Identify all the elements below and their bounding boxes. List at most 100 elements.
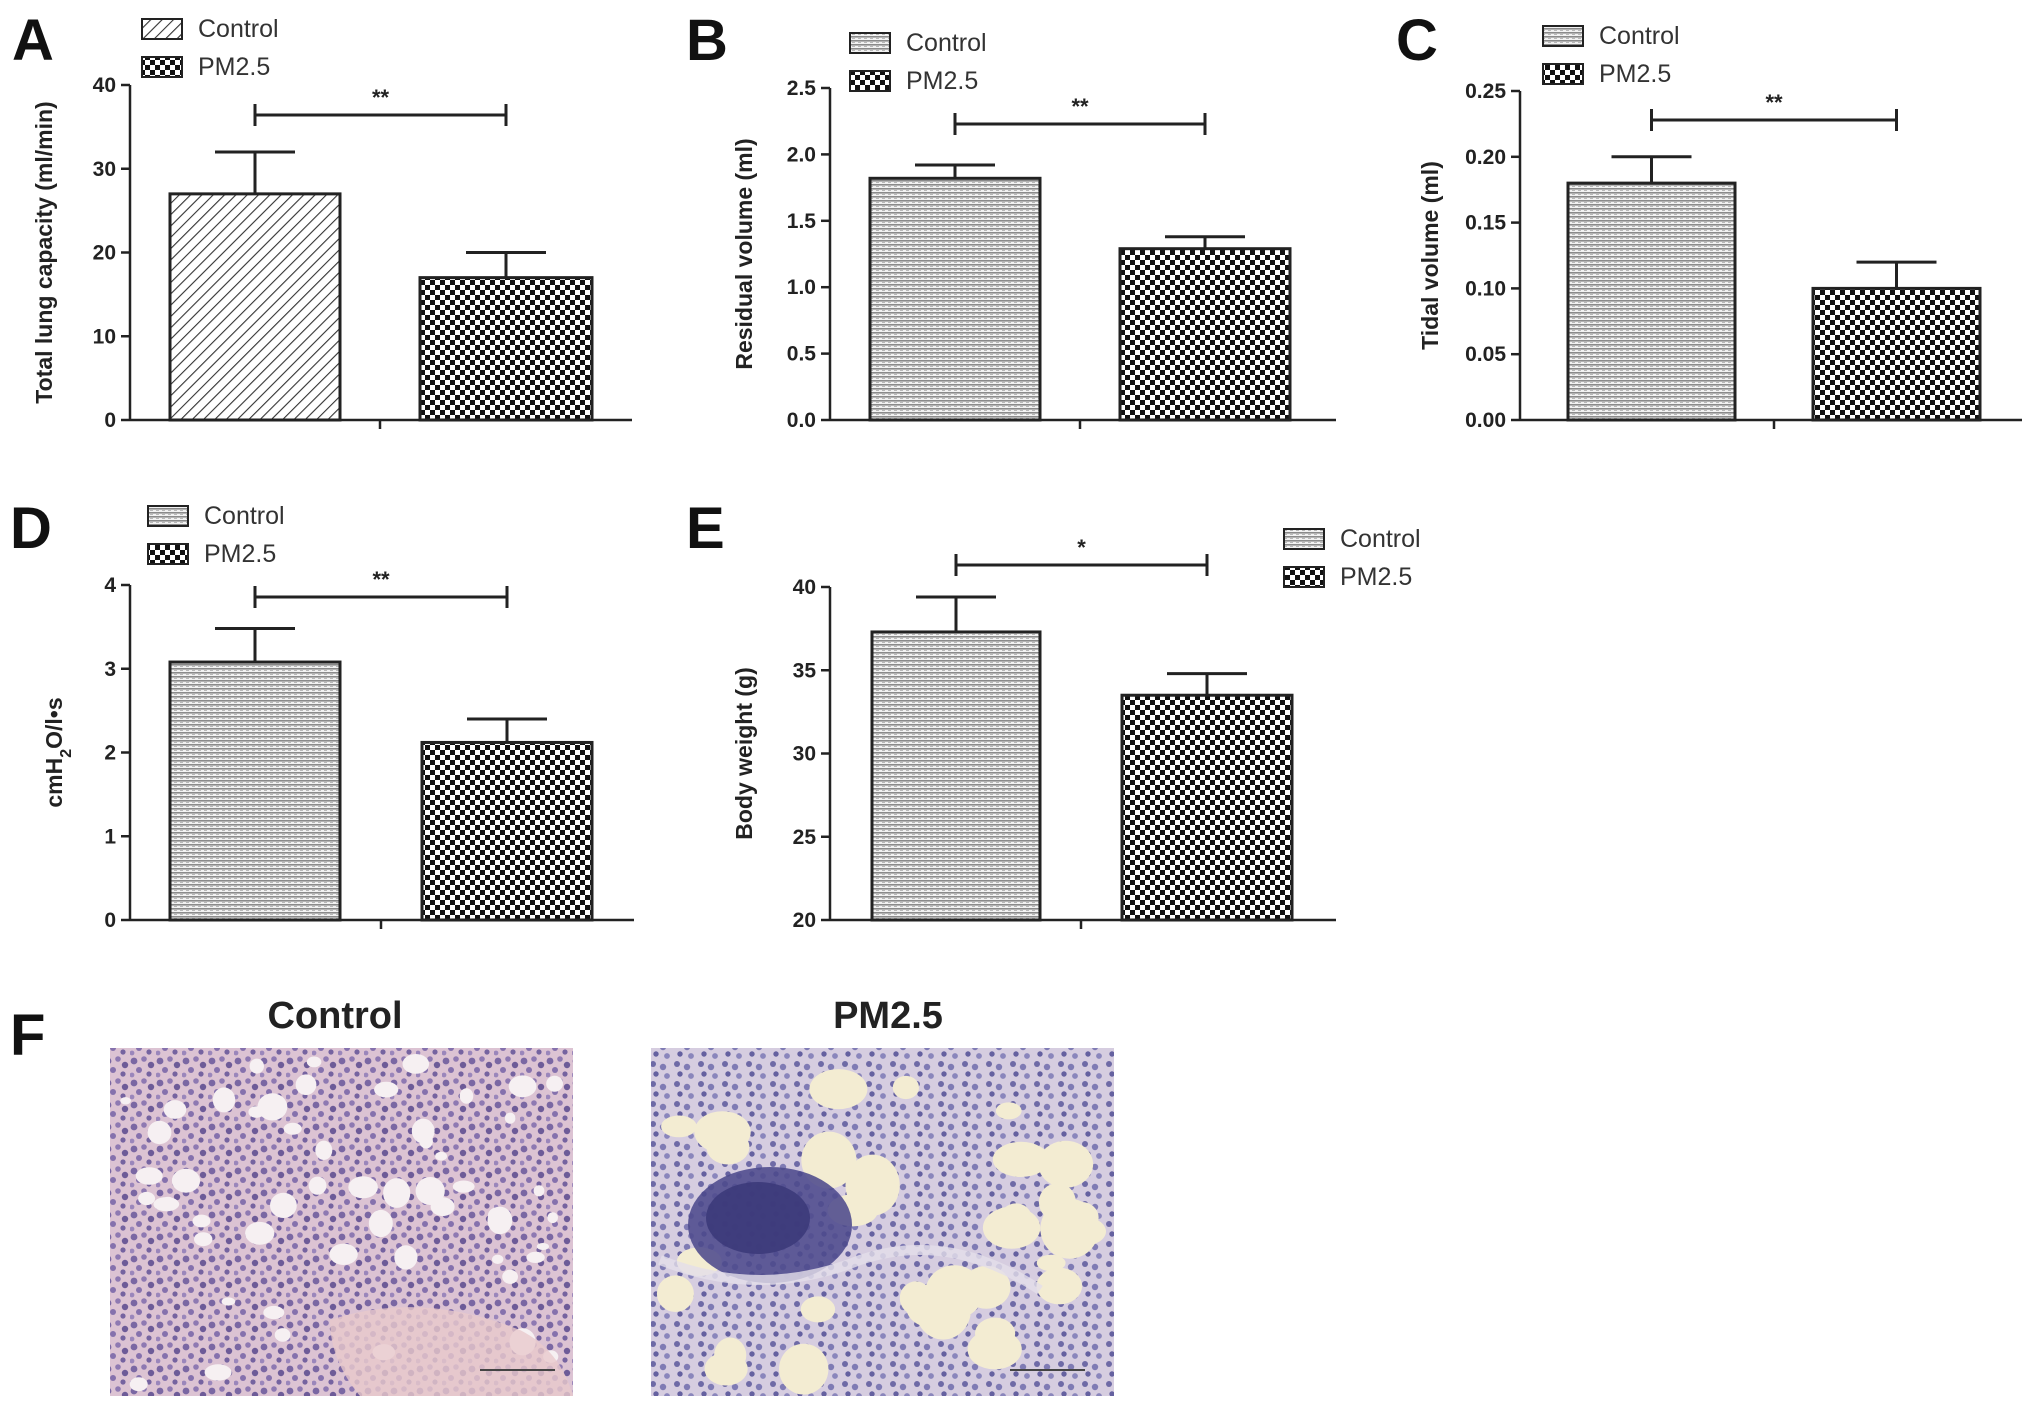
panel-letter-c: C	[1396, 8, 1438, 73]
y-tick-label: 2.5	[787, 77, 817, 100]
bar-control	[1566, 181, 1737, 422]
significance-label: **	[1071, 94, 1089, 119]
y-tick-label: 0.10	[1465, 277, 1506, 300]
alveolar-space	[656, 1275, 694, 1312]
bar-control	[168, 660, 342, 922]
histology-panel: Control PM2.5	[110, 995, 1114, 1396]
y-tick-label: 35	[793, 659, 817, 682]
bar-control	[868, 176, 1042, 422]
y-tick-label: 0	[104, 909, 116, 932]
alveolar-space	[348, 1176, 378, 1199]
y-axis-title: Body weight (g)	[731, 667, 757, 839]
alveolar-space	[270, 1192, 297, 1218]
panel-letter-d: D	[10, 496, 52, 561]
y-tick-label: 3	[104, 658, 116, 681]
alveolar-space	[546, 1075, 563, 1092]
legend-label: PM2.5	[204, 540, 276, 568]
alveolar-space	[129, 1377, 148, 1392]
y-tick-label: 20	[93, 242, 116, 265]
alveolar-space	[204, 1364, 232, 1381]
y-axis-title: cmH2O/l•s	[41, 697, 75, 807]
alveolar-space	[801, 1131, 857, 1189]
significance-label: **	[372, 567, 390, 592]
alveolar-space	[221, 1297, 236, 1306]
micrograph-pm25	[651, 1048, 1114, 1396]
alveolar-space	[374, 1081, 399, 1098]
alveolar-space	[283, 1122, 302, 1135]
legend-swatch	[1542, 63, 1584, 85]
bar-pm25	[1811, 286, 1982, 422]
bar-control	[168, 192, 342, 422]
alveolar-space	[714, 1337, 747, 1374]
alveolar-space	[263, 1305, 285, 1320]
chart-c: 0.00 0.05 0.10 0.15 0.20 0.25 Tidal volume (ml…	[1417, 22, 2022, 432]
legend-label: PM2.5	[198, 53, 270, 81]
alveolar-space	[368, 1209, 393, 1238]
alveolar-space	[295, 1074, 317, 1095]
bar-control	[870, 630, 1042, 922]
alveolar-space	[892, 1075, 920, 1100]
y-tick-label: 0.20	[1465, 146, 1506, 169]
alveolar-space	[138, 1191, 156, 1206]
y-tick-label: 0	[104, 409, 116, 432]
y-tick-label: 0.5	[787, 343, 817, 366]
alveolar-space	[147, 1120, 172, 1145]
alveolar-space	[533, 1185, 545, 1197]
alveolar-space	[459, 1088, 474, 1104]
alveolar-space	[394, 1245, 418, 1270]
alveolar-space	[504, 1112, 516, 1124]
legend-swatch	[849, 70, 891, 92]
legend-swatch	[1542, 25, 1584, 47]
panel-letter-e: E	[686, 496, 725, 561]
micrograph-title-pm25: PM2.5	[833, 995, 943, 1037]
panel-letter-a: A	[12, 8, 54, 73]
bar-pm25	[418, 276, 594, 422]
alveolar-space	[995, 1102, 1022, 1120]
micrograph-title-control: Control	[267, 995, 402, 1037]
legend-label: Control	[1340, 525, 1421, 553]
legend-label: Control	[198, 15, 279, 43]
bar-pm25	[420, 740, 594, 922]
alveolar-space	[547, 1212, 558, 1224]
alveolar-space	[212, 1087, 236, 1113]
legend-label: PM2.5	[1599, 60, 1671, 88]
y-tick-label: 1	[104, 825, 116, 848]
alveolar-space	[993, 1207, 1019, 1229]
legend-swatch	[849, 32, 891, 54]
bar-pm25	[1118, 247, 1292, 422]
y-tick-label: 30	[93, 158, 116, 181]
alveolar-space	[1038, 1140, 1094, 1188]
alveolar-space	[435, 1151, 448, 1161]
alveolar-space	[306, 1056, 322, 1068]
legend-swatch	[1283, 528, 1325, 550]
y-axis-title: Tidal volume (ml)	[1417, 161, 1443, 350]
alveolar-space	[274, 1328, 291, 1342]
alveolar-space	[800, 1296, 836, 1323]
micrograph-control	[110, 1048, 573, 1396]
alveolar-space	[245, 1221, 275, 1245]
y-tick-label: 25	[793, 826, 817, 849]
y-tick-label: 0.00	[1465, 409, 1506, 432]
alveolar-space	[975, 1317, 1016, 1350]
alveolar-space	[502, 1269, 518, 1284]
alveolar-space	[315, 1140, 333, 1161]
alveolar-space	[992, 1141, 1050, 1177]
y-tick-label: 40	[793, 576, 816, 599]
y-tick-label: 30	[793, 743, 816, 766]
alveolar-space	[163, 1100, 187, 1119]
y-tick-label: 2.0	[787, 143, 816, 166]
alveolar-space	[661, 1115, 697, 1138]
y-tick-label: 20	[793, 909, 816, 932]
alveolar-space	[135, 1167, 163, 1185]
y-tick-label: 1.0	[787, 276, 816, 299]
chart-e: 20 25 30 35 40 Body weight (g) * Control PM2.5	[731, 525, 1421, 932]
legend-swatch	[141, 18, 183, 40]
significance-label: **	[1765, 90, 1783, 115]
chart-b: 0.0 0.5 1.0 1.5 2.0 2.5 Residual volume (ml) **…	[731, 29, 1336, 432]
alveolar-space	[308, 1176, 327, 1195]
alveolar-space	[526, 1251, 545, 1263]
alveolar-space	[402, 1054, 430, 1074]
alveolar-space	[809, 1069, 868, 1110]
alveolar-space	[492, 1254, 504, 1265]
alveolar-space	[192, 1214, 211, 1228]
